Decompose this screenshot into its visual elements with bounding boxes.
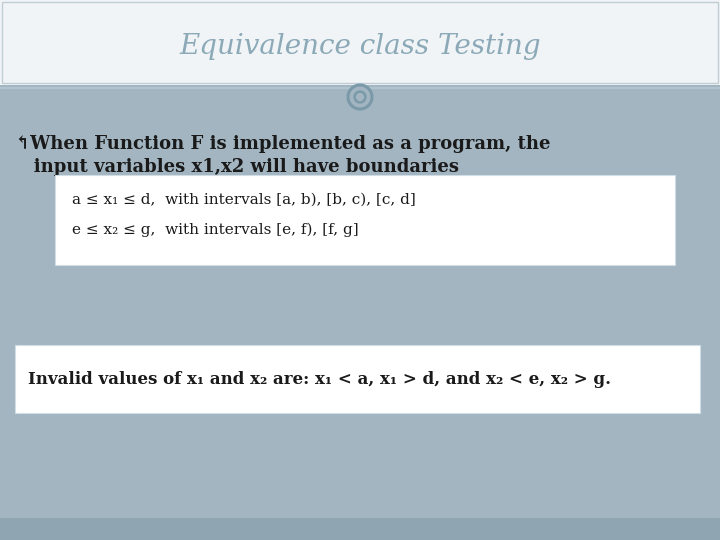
FancyBboxPatch shape bbox=[0, 0, 720, 85]
FancyBboxPatch shape bbox=[15, 345, 700, 413]
FancyBboxPatch shape bbox=[0, 518, 720, 540]
FancyBboxPatch shape bbox=[55, 175, 675, 265]
Text: input variables x1,x2 will have boundaries: input variables x1,x2 will have boundari… bbox=[15, 158, 459, 176]
Circle shape bbox=[348, 85, 372, 109]
Text: a ≤ x₁ ≤ d,  with intervals [a, b), [b, c), [c, d]: a ≤ x₁ ≤ d, with intervals [a, b), [b, c… bbox=[72, 193, 415, 207]
Text: Equivalence class Testing: Equivalence class Testing bbox=[179, 33, 541, 60]
Text: e ≤ x₂ ≤ g,  with intervals [e, f), [f, g]: e ≤ x₂ ≤ g, with intervals [e, f), [f, g… bbox=[72, 223, 359, 237]
Text: Invalid values of x₁ and x₂ are: x₁ < a, x₁ > d, and x₂ < e, x₂ > g.: Invalid values of x₁ and x₂ are: x₁ < a,… bbox=[28, 372, 611, 388]
Text: ↰When Function F is implemented as a program, the: ↰When Function F is implemented as a pro… bbox=[15, 135, 551, 153]
